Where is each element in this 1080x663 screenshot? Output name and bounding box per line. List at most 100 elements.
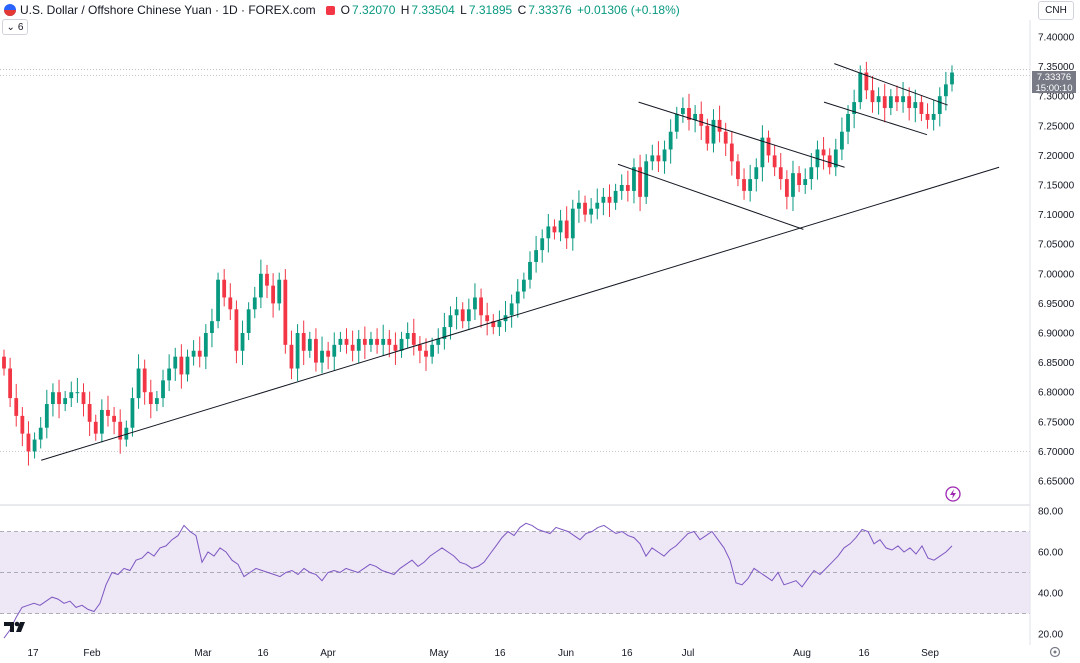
candle[interactable] (650, 144, 655, 171)
candle[interactable] (876, 87, 881, 115)
candle[interactable] (540, 229, 545, 263)
candle[interactable] (179, 344, 184, 389)
candle[interactable] (69, 381, 74, 407)
candle[interactable] (736, 154, 740, 187)
lightning-icon[interactable] (945, 486, 961, 502)
candle[interactable] (320, 336, 324, 374)
candle[interactable] (375, 328, 379, 354)
candle[interactable] (870, 76, 875, 113)
candle[interactable] (473, 283, 477, 320)
candle[interactable] (717, 105, 722, 143)
candle[interactable] (295, 324, 300, 381)
candle[interactable] (75, 377, 80, 403)
candle[interactable] (326, 341, 331, 370)
candle[interactable] (130, 387, 135, 437)
candle[interactable] (14, 383, 19, 427)
candle[interactable] (216, 272, 220, 329)
candle[interactable] (815, 140, 820, 180)
candle[interactable] (840, 117, 844, 161)
candle[interactable] (607, 184, 612, 217)
candle[interactable] (283, 269, 288, 354)
candle[interactable] (277, 272, 282, 311)
candle[interactable] (314, 328, 318, 372)
candle[interactable] (20, 407, 25, 447)
candle[interactable] (436, 328, 441, 354)
candle[interactable] (38, 417, 43, 449)
candle[interactable] (106, 395, 110, 427)
candle[interactable] (203, 324, 208, 370)
candle[interactable] (466, 298, 471, 331)
candle[interactable] (809, 153, 814, 190)
candle[interactable] (784, 170, 789, 210)
candle[interactable] (907, 87, 912, 121)
candle[interactable] (63, 391, 68, 412)
candle[interactable] (258, 259, 263, 309)
candle[interactable] (687, 93, 691, 131)
candle[interactable] (729, 131, 734, 176)
candle[interactable] (173, 347, 178, 381)
candle[interactable] (748, 164, 753, 202)
candle[interactable] (124, 420, 129, 447)
candle[interactable] (791, 160, 795, 212)
candle[interactable] (931, 99, 936, 131)
candle[interactable] (411, 318, 416, 356)
candle[interactable] (8, 357, 13, 407)
candle[interactable] (448, 306, 453, 340)
candle[interactable] (754, 158, 759, 192)
candle[interactable] (632, 158, 636, 204)
candle[interactable] (913, 89, 918, 123)
candle[interactable] (589, 198, 594, 224)
candle[interactable] (81, 383, 86, 417)
candle[interactable] (895, 85, 899, 111)
candle[interactable] (356, 330, 361, 364)
candle[interactable] (301, 320, 306, 365)
candle[interactable] (112, 407, 116, 435)
candle[interactable] (528, 251, 532, 289)
candle[interactable] (99, 399, 104, 443)
candle[interactable] (760, 125, 765, 182)
candle[interactable] (167, 354, 172, 392)
candle[interactable] (509, 294, 514, 328)
candle[interactable] (772, 144, 777, 177)
candle[interactable] (271, 273, 276, 318)
candle[interactable] (210, 308, 214, 348)
candle[interactable] (32, 432, 37, 459)
candle[interactable] (93, 414, 98, 441)
candle[interactable] (442, 312, 447, 350)
candle[interactable] (901, 81, 905, 113)
candle[interactable] (638, 154, 642, 212)
candle[interactable] (613, 183, 618, 210)
candle[interactable] (919, 95, 924, 122)
candle[interactable] (344, 328, 349, 354)
candle[interactable] (454, 296, 459, 330)
candle[interactable] (491, 314, 496, 335)
trendline[interactable] (41, 166, 1000, 461)
candle[interactable] (742, 168, 746, 200)
candle[interactable] (619, 174, 624, 200)
candle[interactable] (44, 389, 49, 439)
rsi-line[interactable] (3, 522, 953, 639)
candle[interactable] (680, 97, 685, 123)
candle[interactable] (148, 379, 153, 419)
candle[interactable] (142, 359, 147, 405)
candle[interactable] (399, 331, 404, 358)
candle[interactable] (546, 214, 551, 253)
candle[interactable] (858, 65, 863, 110)
candle[interactable] (699, 101, 704, 141)
trendline[interactable] (617, 163, 804, 230)
candle[interactable] (191, 340, 196, 366)
candle[interactable] (424, 338, 428, 371)
candle[interactable] (51, 383, 55, 417)
candle[interactable] (852, 89, 857, 129)
candle[interactable] (155, 391, 159, 412)
candle[interactable] (485, 302, 490, 336)
candle[interactable] (418, 335, 422, 364)
candle[interactable] (265, 264, 269, 299)
candle[interactable] (26, 421, 31, 466)
candle[interactable] (369, 331, 373, 352)
candle[interactable] (252, 286, 257, 319)
candle[interactable] (430, 337, 435, 364)
candle[interactable] (228, 283, 233, 320)
candle[interactable] (534, 235, 538, 273)
